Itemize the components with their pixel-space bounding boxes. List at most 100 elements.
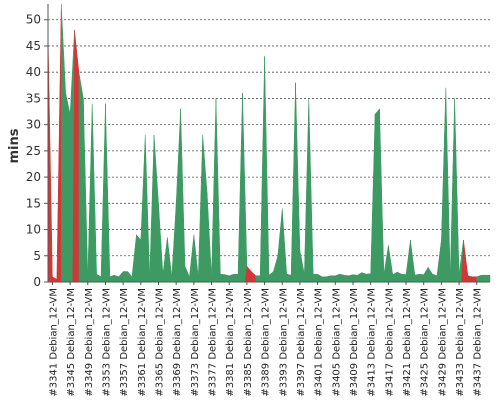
- x-tick-label: #3429 Debian_12-VM: [437, 288, 448, 397]
- failed-build-marker: [249, 271, 254, 282]
- x-tick-label: #3381 Debian_12-VM: [225, 288, 236, 397]
- duration-area-segment: [109, 274, 115, 283]
- duration-area-segment: [282, 208, 287, 283]
- x-tick-label: #3425 Debian_12-VM: [420, 288, 431, 397]
- duration-area-segment: [175, 108, 181, 283]
- duration-area-segment: [330, 275, 336, 283]
- duration-area-segment: [87, 103, 93, 283]
- duration-area-segment: [140, 135, 146, 283]
- duration-area-segment: [485, 274, 491, 283]
- duration-area-segment: [193, 234, 199, 283]
- duration-area-segment: [264, 56, 270, 283]
- y-tick-label: 30: [26, 118, 41, 132]
- duration-area-segment: [392, 271, 398, 283]
- duration-area-segment: [480, 274, 486, 283]
- duration-area-segment: [268, 270, 274, 283]
- failed-build-marker: [50, 276, 55, 282]
- y-tick-label: 25: [26, 144, 41, 158]
- y-axis-label: mins: [7, 128, 22, 163]
- duration-area-segment: [414, 273, 420, 283]
- failed-build-marker: [72, 30, 77, 283]
- duration-area-segment: [91, 103, 97, 283]
- duration-area-segment: [242, 93, 248, 283]
- axes: [47, 4, 490, 283]
- y-tick-label: 0: [33, 275, 41, 289]
- y-tick-label: 35: [26, 91, 41, 105]
- duration-area-segment: [228, 273, 234, 283]
- duration-area-segment: [317, 273, 323, 283]
- x-tick-label: #3409 Debian_12-VM: [349, 288, 360, 397]
- duration-area-segment: [83, 98, 89, 283]
- duration-area-segment: [365, 273, 371, 283]
- duration-area-segment: [401, 273, 407, 283]
- duration-area-segment: [153, 135, 159, 283]
- duration-area-segment: [352, 274, 358, 283]
- duration-area-segment: [162, 237, 168, 283]
- x-tick-label: #3393 Debian_12-VM: [278, 288, 289, 397]
- y-tick-labels: 0 5 10 15 20 25 30 35 40 45 50: [26, 13, 48, 289]
- duration-area-segment: [405, 240, 411, 283]
- duration-area-segment: [308, 98, 314, 283]
- duration-area-segment: [220, 273, 226, 283]
- x-tick-label: #3361 Debian_12-VM: [137, 288, 148, 397]
- duration-area-segment: [361, 272, 367, 283]
- duration-area-segment: [290, 82, 296, 283]
- duration-area-segment: [122, 271, 128, 283]
- x-tick-label: #3385 Debian_12-VM: [243, 288, 254, 397]
- duration-area-segment: [96, 273, 102, 283]
- x-tick-label: #3437 Debian_12-VM: [473, 288, 484, 397]
- x-tick-labels: #3341 Debian_12-VM #3345 Debian_12-VM #334…: [48, 282, 484, 397]
- duration-area-segment: [136, 234, 142, 283]
- duration-area-segment: [273, 255, 279, 283]
- duration-area-segment: [149, 135, 155, 283]
- duration-area-segment: [436, 240, 442, 283]
- x-tick-label: #3397 Debian_12-VM: [296, 288, 307, 397]
- duration-area-segment: [348, 274, 354, 283]
- duration-area-segment: [65, 93, 71, 283]
- duration-area-segment: [78, 72, 84, 283]
- duration-area-segment: [441, 87, 447, 283]
- x-tick-label: #3405 Debian_12-VM: [331, 288, 342, 397]
- duration-area-segment: [370, 114, 376, 283]
- duration-area-segment: [144, 135, 150, 283]
- x-tick-label: #3345 Debian_12-VM: [66, 288, 77, 397]
- x-tick-label: #3341 Debian_12-VM: [48, 288, 59, 397]
- duration-area-segment: [277, 208, 283, 283]
- duration-area-segment: [198, 135, 203, 283]
- y-tick-label: 45: [26, 39, 41, 53]
- duration-area-segment: [419, 273, 424, 283]
- failed-build-marker: [461, 240, 466, 282]
- duration-area-segment: [211, 98, 217, 283]
- failed-build-marker: [465, 275, 470, 282]
- duration-area-segment: [304, 98, 310, 283]
- duration-area-segment: [158, 203, 164, 283]
- grid-lines: [48, 19, 490, 257]
- duration-area-segment: [255, 275, 261, 283]
- duration-area-segment: [286, 273, 292, 283]
- x-tick-label: #3349 Debian_12-VM: [84, 288, 95, 397]
- duration-area-segment: [184, 266, 190, 283]
- failed-build-marker: [244, 266, 249, 282]
- duration-area-segment: [114, 274, 119, 283]
- x-tick-label: #3357 Debian_12-VM: [119, 288, 130, 397]
- duration-area-segment: [339, 273, 345, 283]
- duration-area-segment: [423, 266, 429, 283]
- duration-area-segment: [427, 266, 433, 283]
- duration-area-segment: [335, 273, 340, 283]
- x-tick-label: #3433 Debian_12-VM: [455, 288, 466, 397]
- y-tick-label: 10: [26, 223, 41, 237]
- duration-area-segment: [171, 203, 177, 283]
- duration-area-segment: [299, 250, 305, 283]
- duration-area-segment: [445, 87, 451, 283]
- duration-area-segment: [312, 273, 318, 283]
- duration-area-segment: [202, 135, 208, 283]
- y-tick-label: 5: [33, 249, 41, 263]
- duration-area-segment: [388, 245, 394, 283]
- duration-area-segment: [432, 273, 438, 283]
- y-tick-label: 50: [26, 13, 41, 27]
- duration-area-segment: [326, 275, 332, 283]
- y-tick-label: 20: [26, 170, 41, 184]
- duration-area-segment: [100, 103, 106, 283]
- duration-area-segment: [105, 103, 111, 283]
